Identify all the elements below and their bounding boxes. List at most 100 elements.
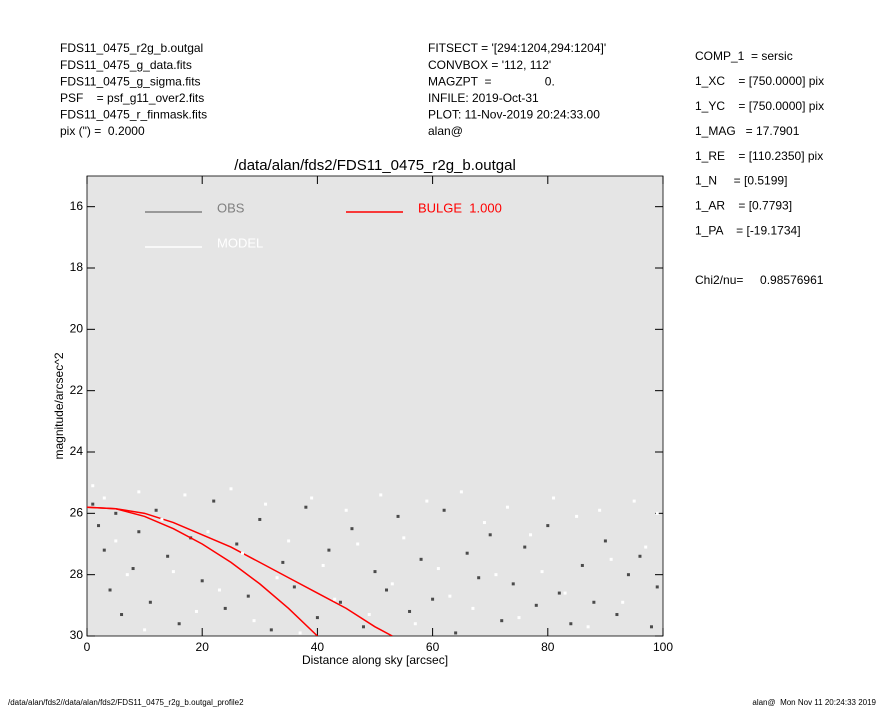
data-point <box>529 533 533 537</box>
data-point <box>327 548 331 552</box>
header-left-line: PSF = psf_g11_over2.fits <box>60 91 204 105</box>
data-point <box>287 539 291 543</box>
data-point <box>615 613 619 617</box>
data-point <box>333 597 337 601</box>
data-point <box>534 603 538 607</box>
data-point <box>592 600 596 604</box>
data-point <box>223 606 227 610</box>
y-tick-label: 20 <box>70 322 84 336</box>
data-point <box>275 576 279 580</box>
data-point <box>177 622 181 626</box>
data-point <box>356 542 360 546</box>
chi2: Chi2/nu= 0.98576961 <box>695 273 824 287</box>
footer-left: /data/alan/fds2//data/alan/fds2/FDS11_04… <box>8 698 244 707</box>
data-point <box>626 573 630 577</box>
data-point <box>517 616 521 620</box>
data-point <box>425 499 429 503</box>
plot-area <box>86 175 664 637</box>
header-right-line: 1_N = [0.5199] <box>695 174 787 188</box>
x-tick-label: 80 <box>541 640 555 654</box>
model-line <box>87 506 393 636</box>
x-tick-label: 40 <box>311 640 325 654</box>
data-point <box>575 514 579 518</box>
y-tick-label: 28 <box>70 567 84 581</box>
data-point <box>540 570 544 574</box>
data-point <box>235 542 239 546</box>
chart-title: /data/alan/fds2/FDS11_0475_r2g_b.outgal <box>234 157 516 174</box>
data-point <box>621 600 625 604</box>
data-point <box>431 597 435 601</box>
data-point <box>269 628 273 632</box>
data-point <box>367 613 371 617</box>
y-tick-label: 18 <box>70 260 84 274</box>
data-point <box>494 573 498 577</box>
data-point <box>488 533 492 537</box>
data-point <box>557 591 561 595</box>
header-right-line: 1_PA = [-19.1734] <box>695 223 801 237</box>
data-point <box>511 582 515 586</box>
data-point <box>569 622 573 626</box>
data-point <box>603 539 607 543</box>
data-point <box>206 530 210 534</box>
data-point <box>91 484 95 488</box>
y-tick-label: 26 <box>70 506 84 520</box>
data-point <box>482 521 486 525</box>
data-point <box>390 582 394 586</box>
header-right-line: 1_AR = [0.7793] <box>695 199 792 213</box>
data-point <box>102 496 106 500</box>
data-point <box>655 585 659 589</box>
x-tick-label: 0 <box>84 640 91 654</box>
data-point <box>373 570 377 574</box>
data-point <box>212 499 216 503</box>
data-point <box>125 573 129 577</box>
data-point <box>638 554 642 558</box>
data-point <box>563 591 567 595</box>
header-right-line: 1_MAG = 17.7901 <box>695 124 800 138</box>
data-point <box>137 490 141 494</box>
data-point <box>97 524 101 528</box>
data-point <box>609 557 613 561</box>
data-point <box>500 619 504 623</box>
data-point <box>148 600 152 604</box>
data-point <box>505 505 509 509</box>
data-point <box>298 631 302 635</box>
legend-label: OBS <box>217 200 245 215</box>
data-point <box>361 625 365 629</box>
data-point <box>241 551 245 555</box>
header-left-line: FDS11_0475_r_finmask.fits <box>60 108 207 122</box>
data-point <box>454 631 458 635</box>
data-point <box>229 487 233 491</box>
header-middle-line: INFILE: 2019-Oct-31 <box>428 91 539 105</box>
data-point <box>171 570 175 574</box>
data-point <box>552 496 556 500</box>
x-tick-label: 20 <box>196 640 210 654</box>
header-middle-line: PLOT: 11-Nov-2019 20:24:33.00 <box>428 108 600 122</box>
data-point <box>183 493 187 497</box>
data-point <box>580 563 584 567</box>
data-point <box>166 554 170 558</box>
data-point <box>160 517 164 521</box>
header-left-line: FDS11_0475_g_data.fits <box>60 58 192 72</box>
data-point <box>310 496 314 500</box>
data-point <box>315 616 319 620</box>
data-point <box>114 511 118 515</box>
x-tick-label: 60 <box>426 640 440 654</box>
data-point <box>471 606 475 610</box>
plot-content <box>87 484 659 636</box>
header-right-line: COMP_1 = sersic <box>695 49 793 63</box>
data-point <box>108 588 112 592</box>
data-point <box>321 563 325 567</box>
data-point <box>304 505 308 509</box>
data-point <box>194 609 198 613</box>
data-point <box>586 625 590 629</box>
y-tick-label: 16 <box>70 199 84 213</box>
data-point <box>120 613 124 617</box>
data-point <box>217 588 221 592</box>
data-point <box>396 514 400 518</box>
data-point <box>252 619 256 623</box>
data-point <box>137 530 141 534</box>
header-left-line: FDS11_0475_r2g_b.outgal <box>60 41 203 55</box>
x-axis-label: Distance along sky [arcsec] <box>302 653 448 667</box>
